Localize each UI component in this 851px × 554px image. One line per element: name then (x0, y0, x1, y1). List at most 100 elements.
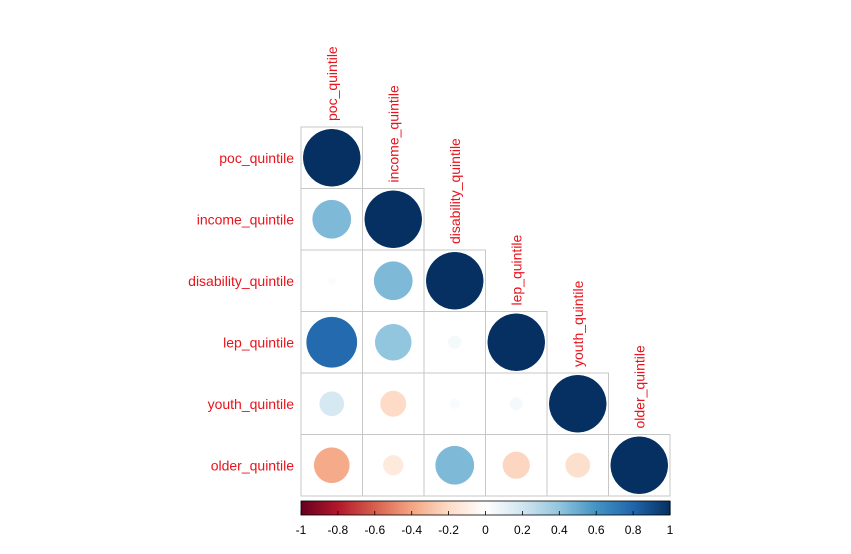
colorbar-segment (649, 501, 653, 515)
colorbar-segment (594, 501, 597, 515)
colorbar-segment (633, 501, 636, 515)
colorbar-segment (302, 501, 306, 515)
colorbar-segment (424, 501, 428, 515)
row-label-poc_quintile: poc_quintile (219, 150, 294, 166)
colorbar-segment (540, 501, 544, 515)
colorbar-segment (450, 501, 453, 515)
colorbar-segment (435, 501, 439, 515)
colorbar-segment (631, 501, 634, 515)
colorbar-segment (529, 501, 533, 515)
colorbar-segment (415, 501, 418, 515)
corr-circle-youth_quintile-disability_quintile (449, 398, 460, 409)
colorbar-segment (561, 501, 564, 515)
colorbar-segment (494, 501, 498, 515)
cells-layer (300, 126, 671, 497)
colorbar-segment (468, 501, 472, 515)
colorbar-segment (614, 501, 618, 515)
colorbar-segment (306, 501, 309, 515)
colorbar-segment (539, 501, 542, 515)
colorbar-segment (585, 501, 588, 515)
colorbar-segment (564, 501, 568, 515)
colorbar-tick-label: 0.4 (551, 523, 568, 537)
colorbar-segment (337, 501, 341, 515)
colorbar-segment (408, 501, 411, 515)
colorbar-segment (461, 501, 464, 515)
colorbar-segment (657, 501, 660, 515)
colorbar-tick-label: -0.4 (401, 523, 422, 537)
colorbar-segment (334, 501, 337, 515)
colorbar-segment (544, 501, 547, 515)
colorbar-segment (498, 501, 501, 515)
colorbar-segment (610, 501, 614, 515)
colorbar-segment (609, 501, 612, 515)
corr-circle-lep_quintile-disability_quintile (448, 335, 462, 349)
colorbar-segment (339, 501, 343, 515)
colorbar-tick-label: -0.8 (328, 523, 349, 537)
colorbar-segment (636, 501, 640, 515)
colorbar-segment (526, 501, 529, 515)
colorbar-segment (387, 501, 391, 515)
colorbar-segment (321, 501, 324, 515)
colorbar-segment (374, 501, 378, 515)
colorbar-segment (515, 501, 518, 515)
colorbar-tick-label: -0.6 (364, 523, 385, 537)
colorbar-tick-label: -0.2 (438, 523, 459, 537)
corr-circle-income_quintile-poc_quintile (312, 199, 352, 239)
colorbar-segment (389, 501, 393, 515)
colorbar-segment (443, 501, 446, 515)
colorbar-segment (341, 501, 345, 515)
colorbar-segment (511, 501, 514, 515)
colorbar-segment (372, 501, 376, 515)
colorbar-segment (455, 501, 459, 515)
colorbar-segment (481, 501, 485, 515)
colorbar-segment (347, 501, 350, 515)
col-label-older_quintile: older_quintile (631, 345, 647, 428)
colorbar-segment (323, 501, 326, 515)
row-label-disability_quintile: disability_quintile (188, 273, 294, 289)
colorbar-segment (485, 501, 488, 515)
column-labels: poc_quintile income_quintile disability_qu… (324, 46, 648, 428)
colorbar-segment (516, 501, 520, 515)
colorbar-segment (500, 501, 503, 515)
colorbar-segment (348, 501, 352, 515)
col-label-lep_quintile: lep_quintile (508, 234, 524, 305)
colorbar-segment (317, 501, 321, 515)
colorbar-segment (487, 501, 490, 515)
colorbar-segment (324, 501, 328, 515)
colorbar-segment (396, 501, 400, 515)
colorbar-segment (579, 501, 583, 515)
colorbar-segment (457, 501, 461, 515)
colorbar-segment (527, 501, 531, 515)
colorbar-segment (398, 501, 402, 515)
corr-circle-youth_quintile-lep_quintile (509, 397, 523, 411)
colorbar-tick-label: 0.6 (588, 523, 605, 537)
colorbar-segment (666, 501, 669, 515)
colorbar-segment (492, 501, 496, 515)
colorbar-segment (428, 501, 431, 515)
col-label-disability_quintile: disability_quintile (447, 138, 463, 244)
col-label-youth_quintile: youth_quintile (570, 280, 586, 367)
corr-circle-lep_quintile-lep_quintile (487, 313, 545, 371)
cell-older_quintile-older_quintile (608, 434, 671, 497)
colorbar-segment (660, 501, 664, 515)
colorbar-segment (470, 501, 474, 515)
colorbar-segment (367, 501, 370, 515)
colorbar-segment (352, 501, 356, 515)
colorbar-segment (592, 501, 595, 515)
corr-circle-lep_quintile-income_quintile (374, 323, 412, 361)
colorbar-segment (644, 501, 647, 515)
colorbar-segment (437, 501, 440, 515)
colorbar-segment (551, 501, 555, 515)
colorbar-segment (646, 501, 649, 515)
colorbar-segment (524, 501, 527, 515)
corr-circle-disability_quintile-income_quintile (373, 261, 413, 301)
colorbar-segment (395, 501, 398, 515)
colorbar-segment (570, 501, 573, 515)
colorbar-segment (618, 501, 621, 515)
colorbar-segment (411, 501, 415, 515)
colorbar-segment (361, 501, 365, 515)
colorbar-segment (356, 501, 359, 515)
colorbar-segment (467, 501, 470, 515)
colorbar-segment (601, 501, 605, 515)
